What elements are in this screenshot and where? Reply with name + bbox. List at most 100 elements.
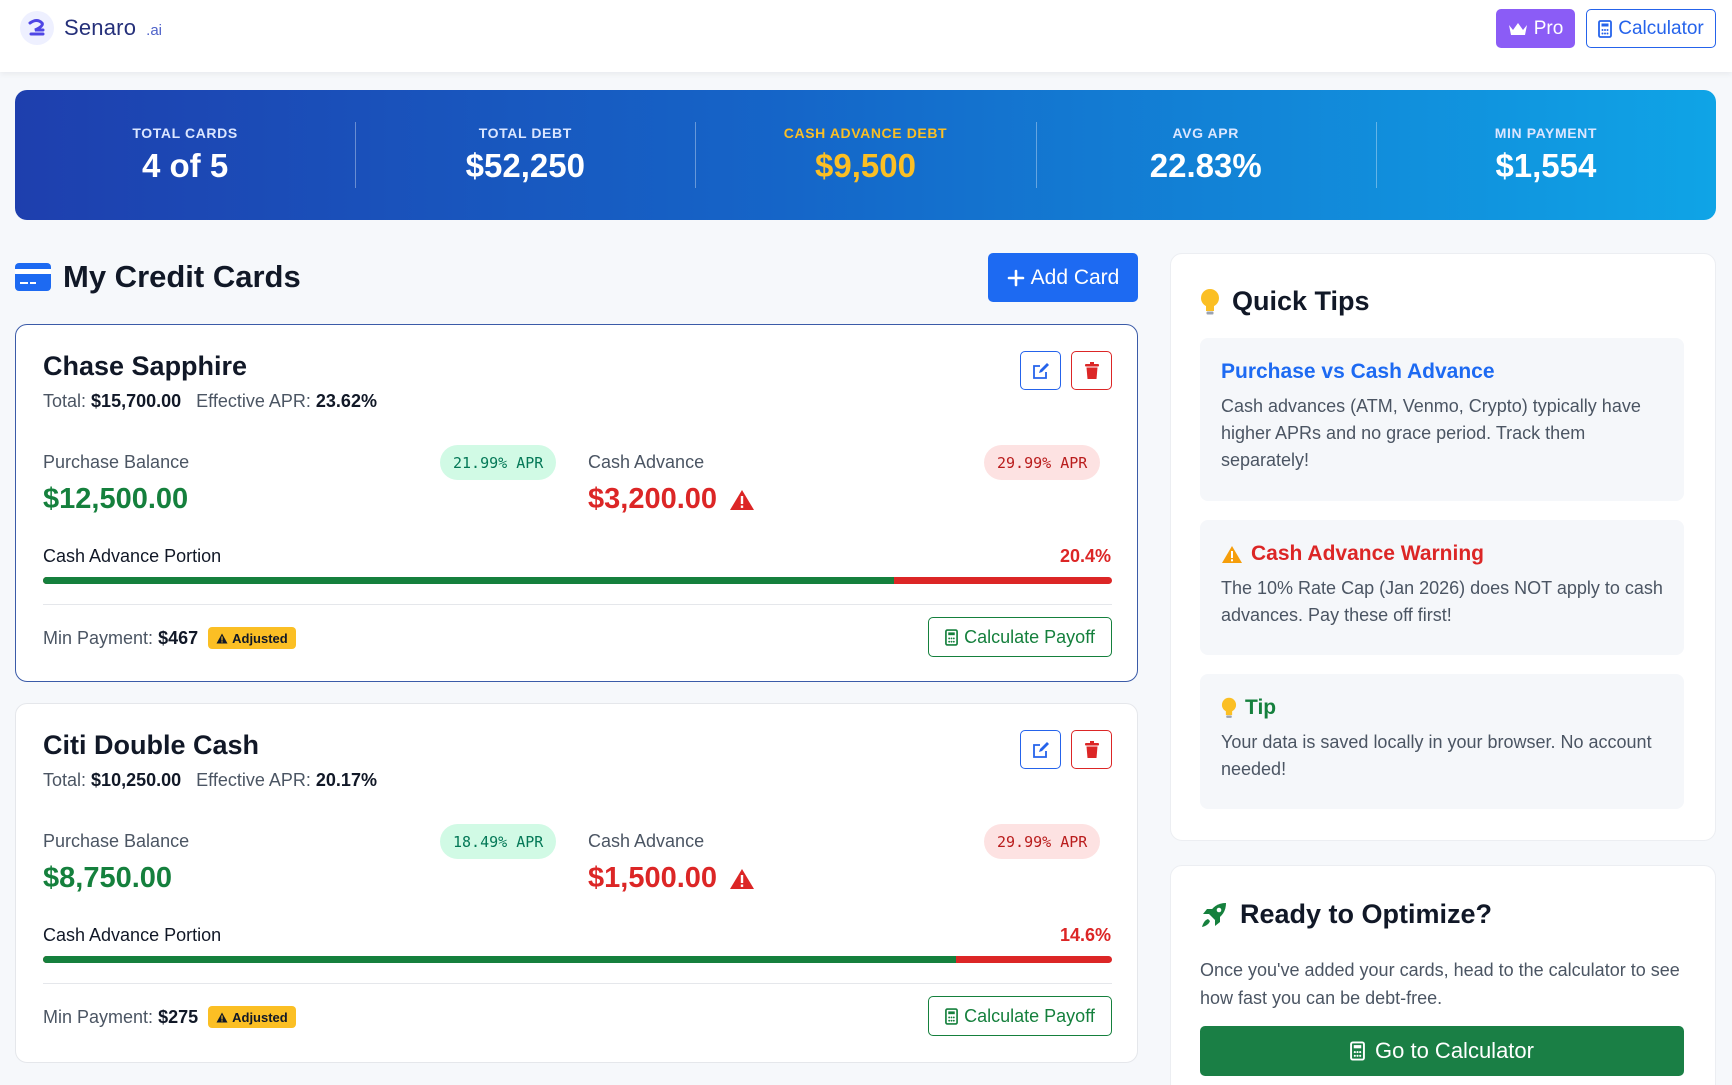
card-effective-apr: 23.62%: [315, 391, 377, 411]
purchase-balance-label: Purchase Balance: [43, 452, 190, 472]
purchase-balance-value: $8,750.00: [43, 862, 173, 894]
delete-card-button[interactable]: [1071, 351, 1112, 390]
top-navbar: Senaro .ai Pro Calculator: [0, 0, 1732, 72]
pro-button[interactable]: Pro: [1496, 9, 1575, 48]
calculator-nav-button[interactable]: Calculator: [1586, 9, 1716, 48]
section-title: My Credit Cards: [15, 259, 301, 295]
add-card-button[interactable]: Add Card: [988, 253, 1138, 302]
calculator-icon: [1598, 19, 1613, 38]
calculator-icon: [945, 628, 959, 646]
edit-card-button[interactable]: [1020, 730, 1061, 769]
cash-apr-badge: 29.99% APR: [984, 824, 1101, 859]
lightbulb-icon: [1221, 697, 1237, 718]
calculate-payoff-button[interactable]: Calculate Payoff: [928, 617, 1112, 657]
cash-portion-label: Cash Advance Portion: [43, 546, 222, 566]
stat-label: CASH ADVANCE DEBT: [783, 125, 948, 141]
warning-icon: [216, 1012, 228, 1022]
edit-icon: [1032, 362, 1049, 379]
trash-icon: [1084, 361, 1099, 379]
brand-suffix: .ai: [146, 21, 162, 39]
tip-text: Cash advances (ATM, Venmo, Crypto) typic…: [1221, 396, 1641, 470]
stat-label: TOTAL CARDS: [132, 125, 238, 141]
stat-value: 22.83%: [1149, 147, 1262, 184]
stat-avg-apr: AVG APR 22.83%: [1035, 90, 1376, 220]
warning-icon: [1222, 545, 1242, 563]
card-total: $10,250.00: [91, 770, 182, 790]
purchase-apr-badge: 18.49% APR: [440, 824, 557, 859]
optimize-panel: Ready to Optimize? Once you've added you…: [1170, 865, 1716, 1085]
card-effective-apr: 20.17%: [315, 770, 377, 790]
edit-card-button[interactable]: [1020, 351, 1061, 390]
credit-card-icon: [15, 263, 51, 291]
calculator-icon: [945, 1007, 959, 1025]
stat-label: TOTAL DEBT: [478, 125, 572, 141]
card-name: Citi Double Cash: [43, 730, 260, 760]
card-name: Chase Sapphire: [43, 351, 248, 381]
adjusted-badge: Adjusted: [208, 1006, 296, 1028]
cash-portion-bar: [43, 577, 1112, 584]
rocket-icon: [1202, 902, 1226, 927]
credit-card-item[interactable]: Citi Double Cash Total: $10,250.00 Effec…: [15, 703, 1138, 1063]
purchase-portion-fill: [43, 956, 956, 963]
pro-label: Pro: [1533, 17, 1564, 39]
warning-icon: [216, 633, 228, 643]
cash-advance-label: Cash Advance: [588, 452, 705, 472]
card-total: $15,700.00: [91, 391, 182, 411]
purchase-balance-value: $12,500.00: [43, 483, 189, 515]
cash-portion-label: Cash Advance Portion: [43, 925, 222, 945]
trash-icon: [1084, 740, 1099, 758]
optimize-title: Ready to Optimize?: [1200, 899, 1492, 930]
purchase-apr-badge: 21.99% APR: [440, 445, 557, 480]
stat-value: $9,500: [815, 147, 916, 184]
optimize-text: Once you've added your cards, head to th…: [1200, 960, 1680, 1008]
stat-min-payment: MIN PAYMENT $1,554: [1375, 90, 1716, 220]
calculator-nav-label: Calculator: [1618, 17, 1704, 39]
cash-advance-value: $1,500.00: [588, 862, 755, 895]
stat-label: MIN PAYMENT: [1494, 125, 1598, 141]
tip-title: Tip: [1221, 696, 1663, 720]
go-to-calculator-button[interactable]: Go to Calculator: [1200, 1026, 1684, 1076]
cash-portion-percent: 20.4%: [1059, 546, 1111, 566]
purchase-portion-fill: [43, 577, 894, 584]
adjusted-badge: Adjusted: [208, 627, 296, 649]
credit-card-item[interactable]: Chase Sapphire Total: $15,700.00 Effecti…: [15, 324, 1138, 682]
card-summary: Total: $10,250.00 Effective APR: 20.17%: [43, 770, 377, 790]
section-title-text: My Credit Cards: [63, 259, 301, 294]
brand-name: Senaro: [64, 15, 137, 40]
stat-total-debt: TOTAL DEBT $52,250: [355, 90, 695, 220]
tip-local-data: Tip Your data is saved locally in your b…: [1200, 674, 1684, 809]
min-payment: Min Payment: $275 Adjusted: [43, 1006, 296, 1028]
lightbulb-icon: [1201, 288, 1219, 314]
min-payment: Min Payment: $467 Adjusted: [43, 627, 296, 649]
add-card-label: Add Card: [1030, 265, 1120, 289]
divider: [43, 983, 1112, 984]
plus-icon: [1007, 269, 1024, 286]
cash-portion-bar: [43, 956, 1112, 963]
crown-icon: [1508, 22, 1527, 35]
edit-icon: [1032, 741, 1049, 758]
brand-logo[interactable]: Senaro .ai: [20, 11, 162, 45]
min-payment-value: $275: [158, 1006, 199, 1027]
tip-title: Purchase vs Cash Advance: [1221, 360, 1495, 383]
calculator-icon: [1350, 1041, 1365, 1061]
stats-banner: TOTAL CARDS 4 of 5 TOTAL DEBT $52,250 CA…: [15, 90, 1716, 220]
stat-value: 4 of 5: [142, 147, 229, 184]
warning-icon: [730, 868, 755, 889]
stat-value: $52,250: [465, 147, 585, 184]
calculate-payoff-button[interactable]: Calculate Payoff: [928, 996, 1112, 1036]
quick-tips-panel: Quick Tips Purchase vs Cash Advance Cash…: [1170, 253, 1716, 841]
logo-icon: [20, 11, 54, 45]
cash-portion-percent: 14.6%: [1059, 925, 1111, 945]
tip-purchase-vs-cash: Purchase vs Cash Advance Cash advances (…: [1200, 338, 1684, 501]
cash-apr-badge: 29.99% APR: [984, 445, 1101, 480]
min-payment-value: $467: [158, 627, 199, 648]
cash-advance-value: $3,200.00: [588, 483, 755, 516]
quick-tips-title: Quick Tips: [1200, 286, 1370, 317]
stat-value: $1,554: [1495, 147, 1597, 184]
credit-cards-header: My Credit Cards Add Card: [15, 253, 1138, 303]
tip-title: Cash Advance Warning: [1221, 542, 1663, 566]
tip-text: The 10% Rate Cap (Jan 2026) does NOT app…: [1221, 578, 1663, 625]
tip-cash-advance-warning: Cash Advance Warning The 10% Rate Cap (J…: [1200, 520, 1684, 655]
delete-card-button[interactable]: [1071, 730, 1112, 769]
stat-total-cards: TOTAL CARDS 4 of 5: [15, 90, 355, 220]
